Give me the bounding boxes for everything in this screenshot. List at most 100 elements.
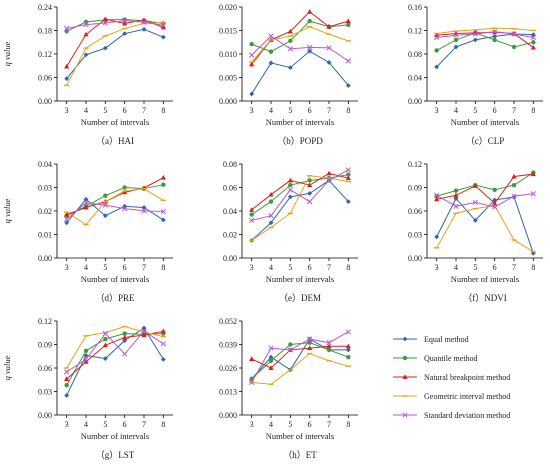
data-point (307, 336, 313, 342)
data-point (307, 198, 313, 205)
panel-caption: （f）NDVI (463, 293, 507, 303)
x-tick-label: 7 (142, 263, 146, 272)
series-line-1 (251, 179, 349, 241)
data-point (307, 178, 312, 183)
data-point (472, 31, 478, 37)
panel-caption: （g）LST (96, 450, 135, 460)
data-point (434, 192, 440, 198)
data-point (83, 31, 89, 37)
legend-marker (402, 336, 408, 342)
series-line-3 (251, 11, 349, 65)
x-axis-title: Number of intervals (81, 274, 149, 284)
data-point (64, 369, 70, 375)
data-point (141, 26, 147, 32)
x-tick-label: 3 (250, 420, 254, 429)
x-tick-label: 3 (435, 106, 439, 115)
series-line-3 (66, 177, 164, 215)
data-point (249, 61, 255, 67)
data-point (83, 356, 89, 363)
panel-caption: （b）POPD (277, 136, 323, 146)
chart-panel-6: 0.00 0.03 0.06 0.09 0.12 3 4 5 6 7 8 Number of inte… (408, 160, 543, 303)
data-point (122, 205, 128, 212)
data-point (122, 351, 128, 357)
data-point (268, 213, 274, 219)
data-point (287, 194, 293, 200)
x-axis-title: Number of intervals (266, 117, 334, 127)
data-point (326, 24, 332, 29)
y-tick-label: 0.026 (219, 364, 237, 373)
panel-caption: （h）ET (283, 450, 317, 460)
data-point (492, 29, 498, 35)
y-tick-label: 0.06 (38, 364, 52, 373)
data-point (249, 207, 255, 212)
data-point (492, 200, 498, 206)
data-point (307, 18, 312, 24)
series-line-1 (66, 28, 164, 79)
data-point (307, 190, 313, 196)
data-point (268, 199, 274, 204)
y-tick-label: 0.12 (38, 317, 52, 326)
data-point (83, 359, 89, 364)
legend-label: Standard deviation method (424, 411, 510, 420)
data-point (307, 345, 313, 351)
data-point (287, 65, 293, 71)
legend-item-3: Natural breakpoint method (393, 373, 510, 382)
x-tick-label: 6 (308, 420, 312, 429)
data-point (326, 60, 332, 65)
data-point (434, 48, 439, 53)
data-point (307, 340, 312, 345)
data-point (345, 18, 351, 24)
series-line-3 (251, 345, 349, 369)
data-point (287, 187, 293, 193)
y-tick-label: 0.00 (408, 97, 422, 106)
x-tick-label: 4 (84, 420, 88, 429)
data-point (472, 199, 478, 206)
series-line-4 (436, 27, 534, 34)
data-point (268, 358, 274, 363)
x-tick-label: 6 (123, 420, 127, 429)
x-tick-label: 3 (65, 106, 69, 115)
y-tick-label: 0.015 (219, 26, 237, 35)
data-point (64, 376, 70, 381)
data-point (268, 49, 274, 54)
x-axis-title: Number of intervals (451, 274, 519, 284)
y-axis-title: q value (2, 355, 12, 380)
series-line-4 (66, 22, 164, 86)
y-tick-label: 0.08 (223, 160, 237, 169)
data-point (102, 45, 108, 51)
data-point (472, 183, 478, 188)
y-axis-title: q value (2, 198, 12, 223)
data-point (530, 171, 536, 177)
data-point (103, 336, 108, 342)
series-line-2 (66, 184, 164, 217)
series-line-3 (436, 173, 534, 204)
series-line-1 (251, 338, 349, 380)
data-point (434, 193, 439, 199)
data-point (141, 208, 147, 214)
data-point (492, 37, 497, 43)
y-tick-label: 0.052 (219, 317, 237, 326)
data-point (268, 60, 274, 66)
data-point (160, 208, 166, 215)
data-point (492, 187, 497, 193)
x-tick-label: 3 (250, 263, 254, 272)
data-point (268, 365, 274, 370)
x-tick-label: 5 (473, 106, 477, 115)
data-point (122, 20, 128, 26)
x-tick-label: 5 (103, 263, 107, 272)
x-tick-label: 7 (512, 263, 516, 272)
panel-caption: （d）PRE (95, 293, 135, 303)
data-point (345, 199, 351, 204)
data-point (268, 220, 274, 226)
x-tick-label: 5 (288, 420, 292, 429)
data-point (249, 217, 255, 224)
y-tick-label: 0.06 (223, 183, 237, 192)
legend-item-1: Equal method (393, 335, 469, 344)
data-point (268, 191, 274, 197)
x-tick-label: 7 (512, 106, 516, 115)
data-point (326, 45, 332, 51)
series-line-3 (251, 172, 349, 211)
series-line-3 (66, 18, 164, 67)
y-tick-label: 0.06 (38, 73, 52, 82)
data-point (268, 354, 274, 360)
